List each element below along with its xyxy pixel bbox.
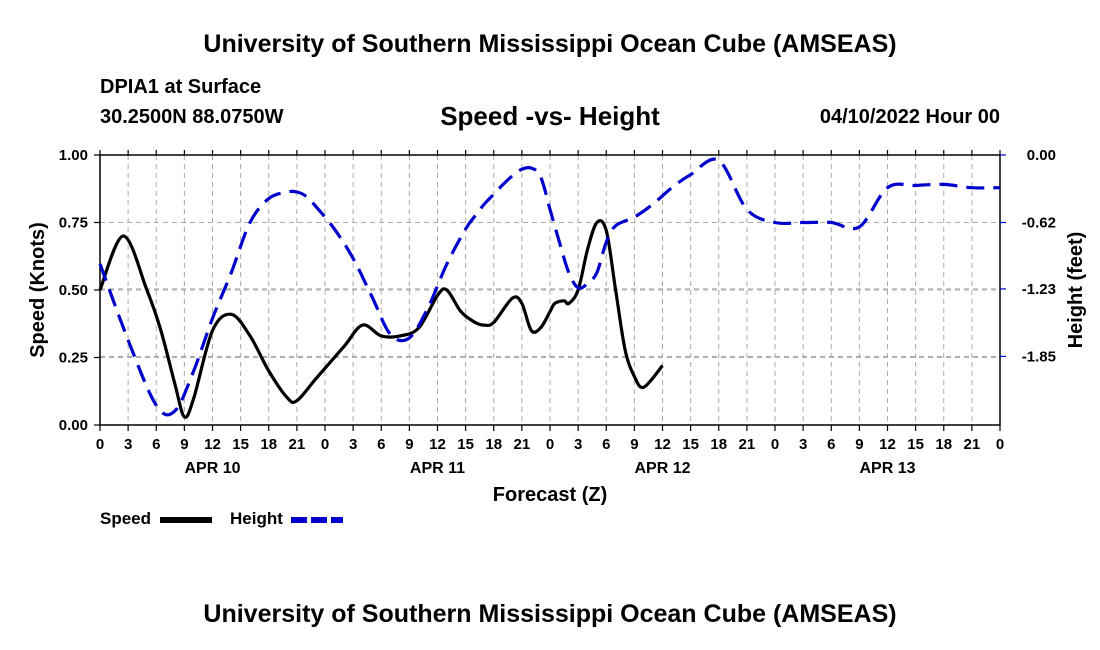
- x-day-label: APR 13: [859, 460, 915, 477]
- x-tick-label: 9: [405, 436, 413, 453]
- x-tick-label: 12: [429, 436, 446, 453]
- y2-tick-label: -1.85: [1022, 348, 1056, 365]
- x-tick-label: 0: [546, 436, 554, 453]
- station-coordinates: 30.2500N 88.0750W: [100, 106, 284, 128]
- x-tick-label: 9: [855, 436, 863, 453]
- x-tick-label: 12: [204, 436, 221, 453]
- x-tick-label: 6: [602, 436, 610, 453]
- x-tick-label: 15: [907, 436, 924, 453]
- series-height-line: [98, 157, 1001, 417]
- x-tick-label: 3: [574, 436, 582, 453]
- x-tick-label: 0: [771, 436, 779, 453]
- x-tick-label: 6: [377, 436, 385, 453]
- x-tick-label: 15: [682, 436, 699, 453]
- x-day-label: APR 12: [634, 460, 690, 477]
- y-tick-label: 0.50: [59, 282, 88, 299]
- series-lines: [98, 157, 1001, 419]
- station-name: DPIA1 at Surface: [100, 76, 262, 98]
- x-axis-title: Forecast (Z): [493, 484, 607, 506]
- x-tick-label: 21: [739, 436, 756, 453]
- x-tick-label: 12: [654, 436, 671, 453]
- footer-title: University of Southern Mississippi Ocean…: [203, 600, 897, 628]
- x-tick-label: 3: [349, 436, 357, 453]
- x-tick-label: 18: [260, 436, 277, 453]
- y-tick-label: 1.00: [59, 147, 88, 164]
- x-day-label: APR 11: [410, 460, 465, 477]
- x-tick-label: 6: [827, 436, 835, 453]
- x-tick-label: 0: [996, 436, 1004, 453]
- x-day-label: APR 10: [184, 460, 240, 477]
- x-tick-label: 3: [799, 436, 807, 453]
- y2-tick-label: 0.00: [1027, 147, 1056, 164]
- x-tick-label: 15: [457, 436, 474, 453]
- legend-speed-label: Speed: [100, 509, 152, 528]
- x-tick-label: 9: [180, 436, 188, 453]
- x-tick-label: 18: [710, 436, 727, 453]
- grid-lines: [99, 155, 1001, 425]
- x-tick-label: 3: [124, 436, 132, 453]
- y-tick-label: 0.25: [59, 350, 88, 367]
- x-tick-label: 0: [321, 436, 329, 453]
- forecast-datetime: 04/10/2022 Hour 00: [819, 106, 1000, 128]
- x-tick-label: 21: [964, 436, 981, 453]
- page-title: University of Southern Mississippi Ocean…: [203, 30, 897, 58]
- x-tick-label: 15: [232, 436, 249, 453]
- y2-tick-label: -0.62: [1022, 215, 1056, 232]
- x-tick-label: 21: [514, 436, 531, 453]
- y-tick-label: 0.00: [59, 417, 88, 434]
- axis-labels: 0 3 6 9 12 15 18 21 0 3 6 9 12 15 18 21 0 3 6 9 12 15 18 21 0 3 6 9…: [27, 147, 1087, 506]
- chart-title: Speed -vs- Height: [440, 101, 660, 131]
- y-axis-title: Speed (Knots): [27, 222, 49, 358]
- x-tick-label: 12: [879, 436, 896, 453]
- x-tick-label: 6: [152, 436, 160, 453]
- y2-axis-title: Height (feet): [1065, 232, 1087, 349]
- series-speed-line: [98, 219, 664, 419]
- legend-height-label: Height: [230, 509, 283, 528]
- y2-tick-label: -1.23: [1022, 281, 1056, 298]
- y-tick-label: 0.75: [59, 215, 88, 232]
- axis-ticks: [94, 150, 1006, 431]
- x-tick-label: 9: [630, 436, 638, 453]
- x-tick-label: 18: [935, 436, 952, 453]
- x-tick-label: 0: [96, 436, 104, 453]
- x-tick-label: 21: [289, 436, 306, 453]
- x-tick-label: 18: [485, 436, 502, 453]
